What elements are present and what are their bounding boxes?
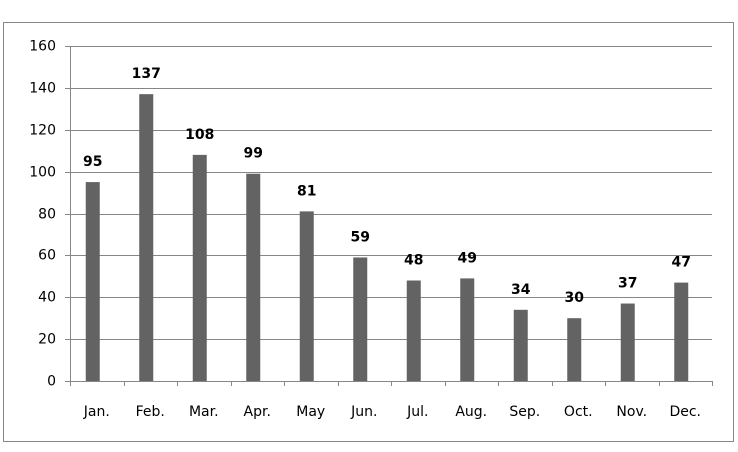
- y-tick-label: 80: [38, 207, 56, 223]
- data-label: 49: [458, 250, 477, 266]
- bar: [406, 280, 421, 381]
- x-tick-label: Feb.: [136, 404, 165, 420]
- y-tick-label: 140: [29, 81, 56, 97]
- bar: [513, 309, 528, 381]
- data-label: 137: [132, 66, 161, 82]
- bar: [85, 182, 100, 381]
- data-label: 34: [511, 282, 531, 298]
- y-tick-label: 100: [29, 165, 56, 181]
- data-label: 47: [672, 255, 691, 271]
- chart-border: [3, 22, 734, 442]
- bar: [139, 94, 154, 381]
- bar: [460, 278, 475, 381]
- x-tick-label: May: [296, 404, 325, 420]
- y-tick-label: 60: [38, 248, 56, 264]
- bar: [246, 173, 261, 381]
- data-label: 108: [185, 127, 214, 143]
- data-label: 95: [83, 154, 102, 170]
- data-label: 59: [351, 229, 370, 245]
- data-label: 30: [565, 290, 585, 306]
- x-tick-label: Jul.: [406, 404, 428, 420]
- x-tick-label: Nov.: [616, 404, 647, 420]
- data-label: 37: [618, 276, 637, 292]
- bar: [620, 303, 635, 381]
- y-tick-label: 0: [47, 374, 56, 390]
- y-tick-label: 20: [38, 332, 56, 348]
- x-tick-label: Aug.: [455, 404, 487, 420]
- x-tick-label: Oct.: [564, 404, 593, 420]
- y-tick-label: 40: [38, 290, 56, 306]
- x-tick-label: Dec.: [669, 404, 701, 420]
- bar: [567, 318, 582, 381]
- x-tick-label: Apr.: [244, 404, 271, 420]
- bar: [299, 211, 314, 381]
- x-tick-label: Sep.: [509, 404, 540, 420]
- data-label: 99: [244, 146, 263, 162]
- bar: [192, 154, 207, 381]
- y-tick-label: 160: [29, 39, 56, 55]
- y-tick-label: 120: [29, 123, 56, 139]
- data-label: 48: [404, 253, 423, 269]
- x-tick-label: Jan.: [83, 404, 110, 420]
- x-tick-label: Jun.: [350, 404, 377, 420]
- bar: [353, 257, 368, 381]
- bar: [674, 282, 689, 381]
- x-tick-label: Mar.: [189, 404, 219, 420]
- data-label: 81: [297, 183, 316, 199]
